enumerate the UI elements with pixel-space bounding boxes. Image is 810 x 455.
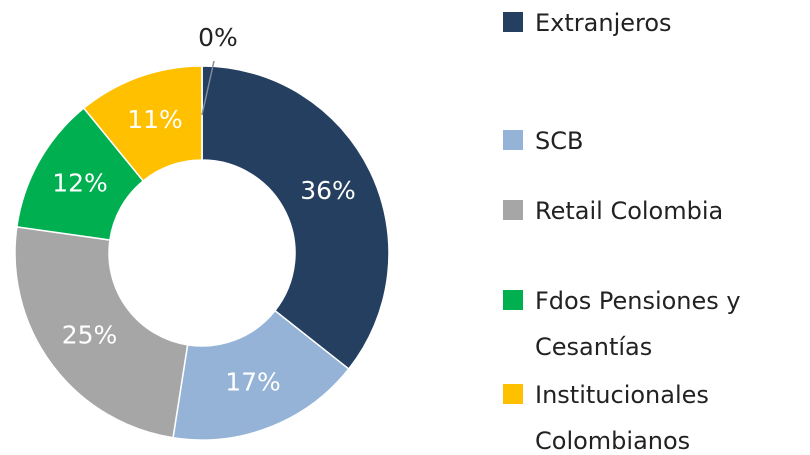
- legend-entry: Extranjeros: [503, 0, 803, 46]
- legend-swatch: [503, 290, 523, 310]
- slice: [201, 65, 390, 370]
- legend-label: Retail Colombia: [535, 197, 724, 225]
- data-label: 25%: [62, 320, 118, 349]
- legend-swatch: [503, 200, 523, 220]
- legend-label: Extranjeros: [535, 9, 672, 37]
- legend-entry: Retail Colombia: [503, 188, 803, 234]
- data-label: 17%: [225, 367, 281, 396]
- donut: 36% 17% 25% 12% 11% 0%: [14, 23, 390, 441]
- legend-swatch: [503, 384, 523, 404]
- data-label: 11%: [127, 105, 183, 134]
- legend-entry: Fdos Pensiones y Cesantías: [503, 278, 803, 370]
- data-label: 12%: [52, 168, 108, 197]
- slice: [172, 309, 350, 441]
- leader-line: [201, 60, 215, 116]
- legend-entry: Institucionales Colombianos: [503, 372, 803, 455]
- data-label: 0%: [198, 23, 238, 52]
- legend-label: Institucionales Colombianos: [535, 381, 709, 455]
- legend-swatch: [503, 12, 523, 32]
- legend-entry: SCB: [503, 118, 803, 164]
- legend-label: Fdos Pensiones y Cesantías: [535, 287, 741, 361]
- slice: [14, 226, 189, 439]
- legend-label: SCB: [535, 127, 584, 155]
- legend-swatch: [503, 130, 523, 150]
- data-label: 36%: [300, 176, 356, 205]
